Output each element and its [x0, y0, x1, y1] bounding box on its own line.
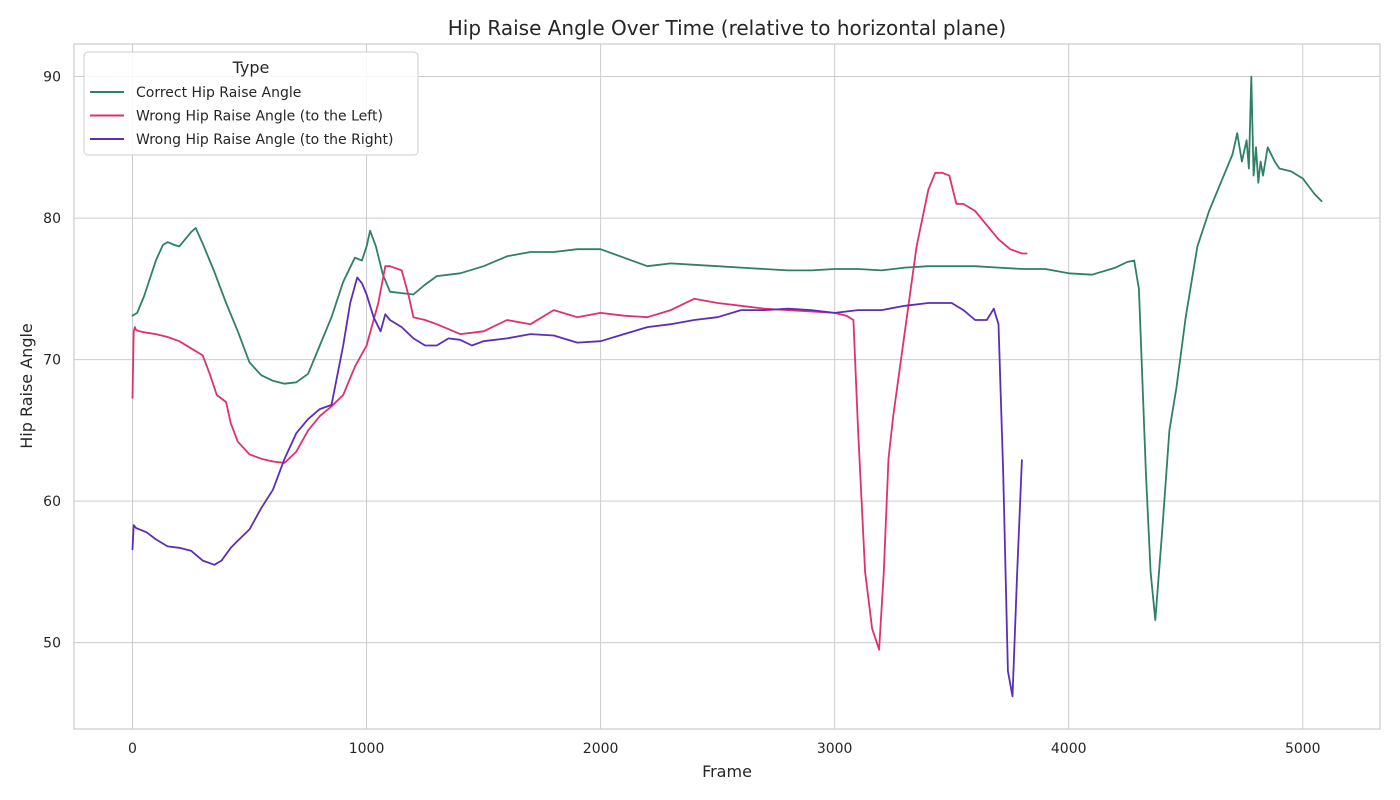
legend-entries: Correct Hip Raise Angle Wrong Hip Raise A… — [90, 85, 393, 148]
plot-frame — [73, 43, 1381, 730]
legend-label-1: Correct Hip Raise Angle — [136, 85, 301, 101]
y-tick-label: 60 — [43, 494, 61, 510]
x-tick-label: 3000 — [817, 741, 853, 757]
legend-title: Type — [232, 58, 270, 77]
y-tick-label: 80 — [43, 211, 61, 227]
legend-label-2: Wrong Hip Raise Angle (to the Left) — [136, 109, 383, 125]
x-tick-label: 5000 — [1285, 741, 1321, 757]
y-tick-label: 50 — [43, 636, 61, 652]
legend-box — [83, 51, 419, 156]
x-tick-label: 1000 — [349, 741, 385, 757]
y-axis-label: Hip Raise Angle — [17, 323, 36, 449]
series-line-1 — [131, 75, 1323, 621]
x-tick-label: 0 — [128, 741, 137, 757]
series-lines — [131, 75, 1323, 698]
chart-title: Hip Raise Angle Over Time (relative to h… — [448, 16, 1006, 40]
legend: Type Correct Hip Raise Angle Wrong Hip Ra… — [83, 51, 419, 156]
grid-lines — [74, 44, 1380, 729]
series-line-3 — [131, 276, 1023, 698]
y-tick-label: 70 — [43, 353, 61, 369]
tick-labels: 0 1000 2000 3000 4000 5000 50 60 70 80 90 — [43, 70, 1320, 757]
x-tick-label: 2000 — [583, 741, 619, 757]
y-tick-label: 90 — [43, 70, 61, 86]
series-line-2 — [131, 171, 1028, 651]
x-axis-label: Frame — [702, 762, 752, 781]
x-tick-label: 4000 — [1051, 741, 1087, 757]
legend-label-3: Wrong Hip Raise Angle (to the Right) — [136, 132, 393, 148]
